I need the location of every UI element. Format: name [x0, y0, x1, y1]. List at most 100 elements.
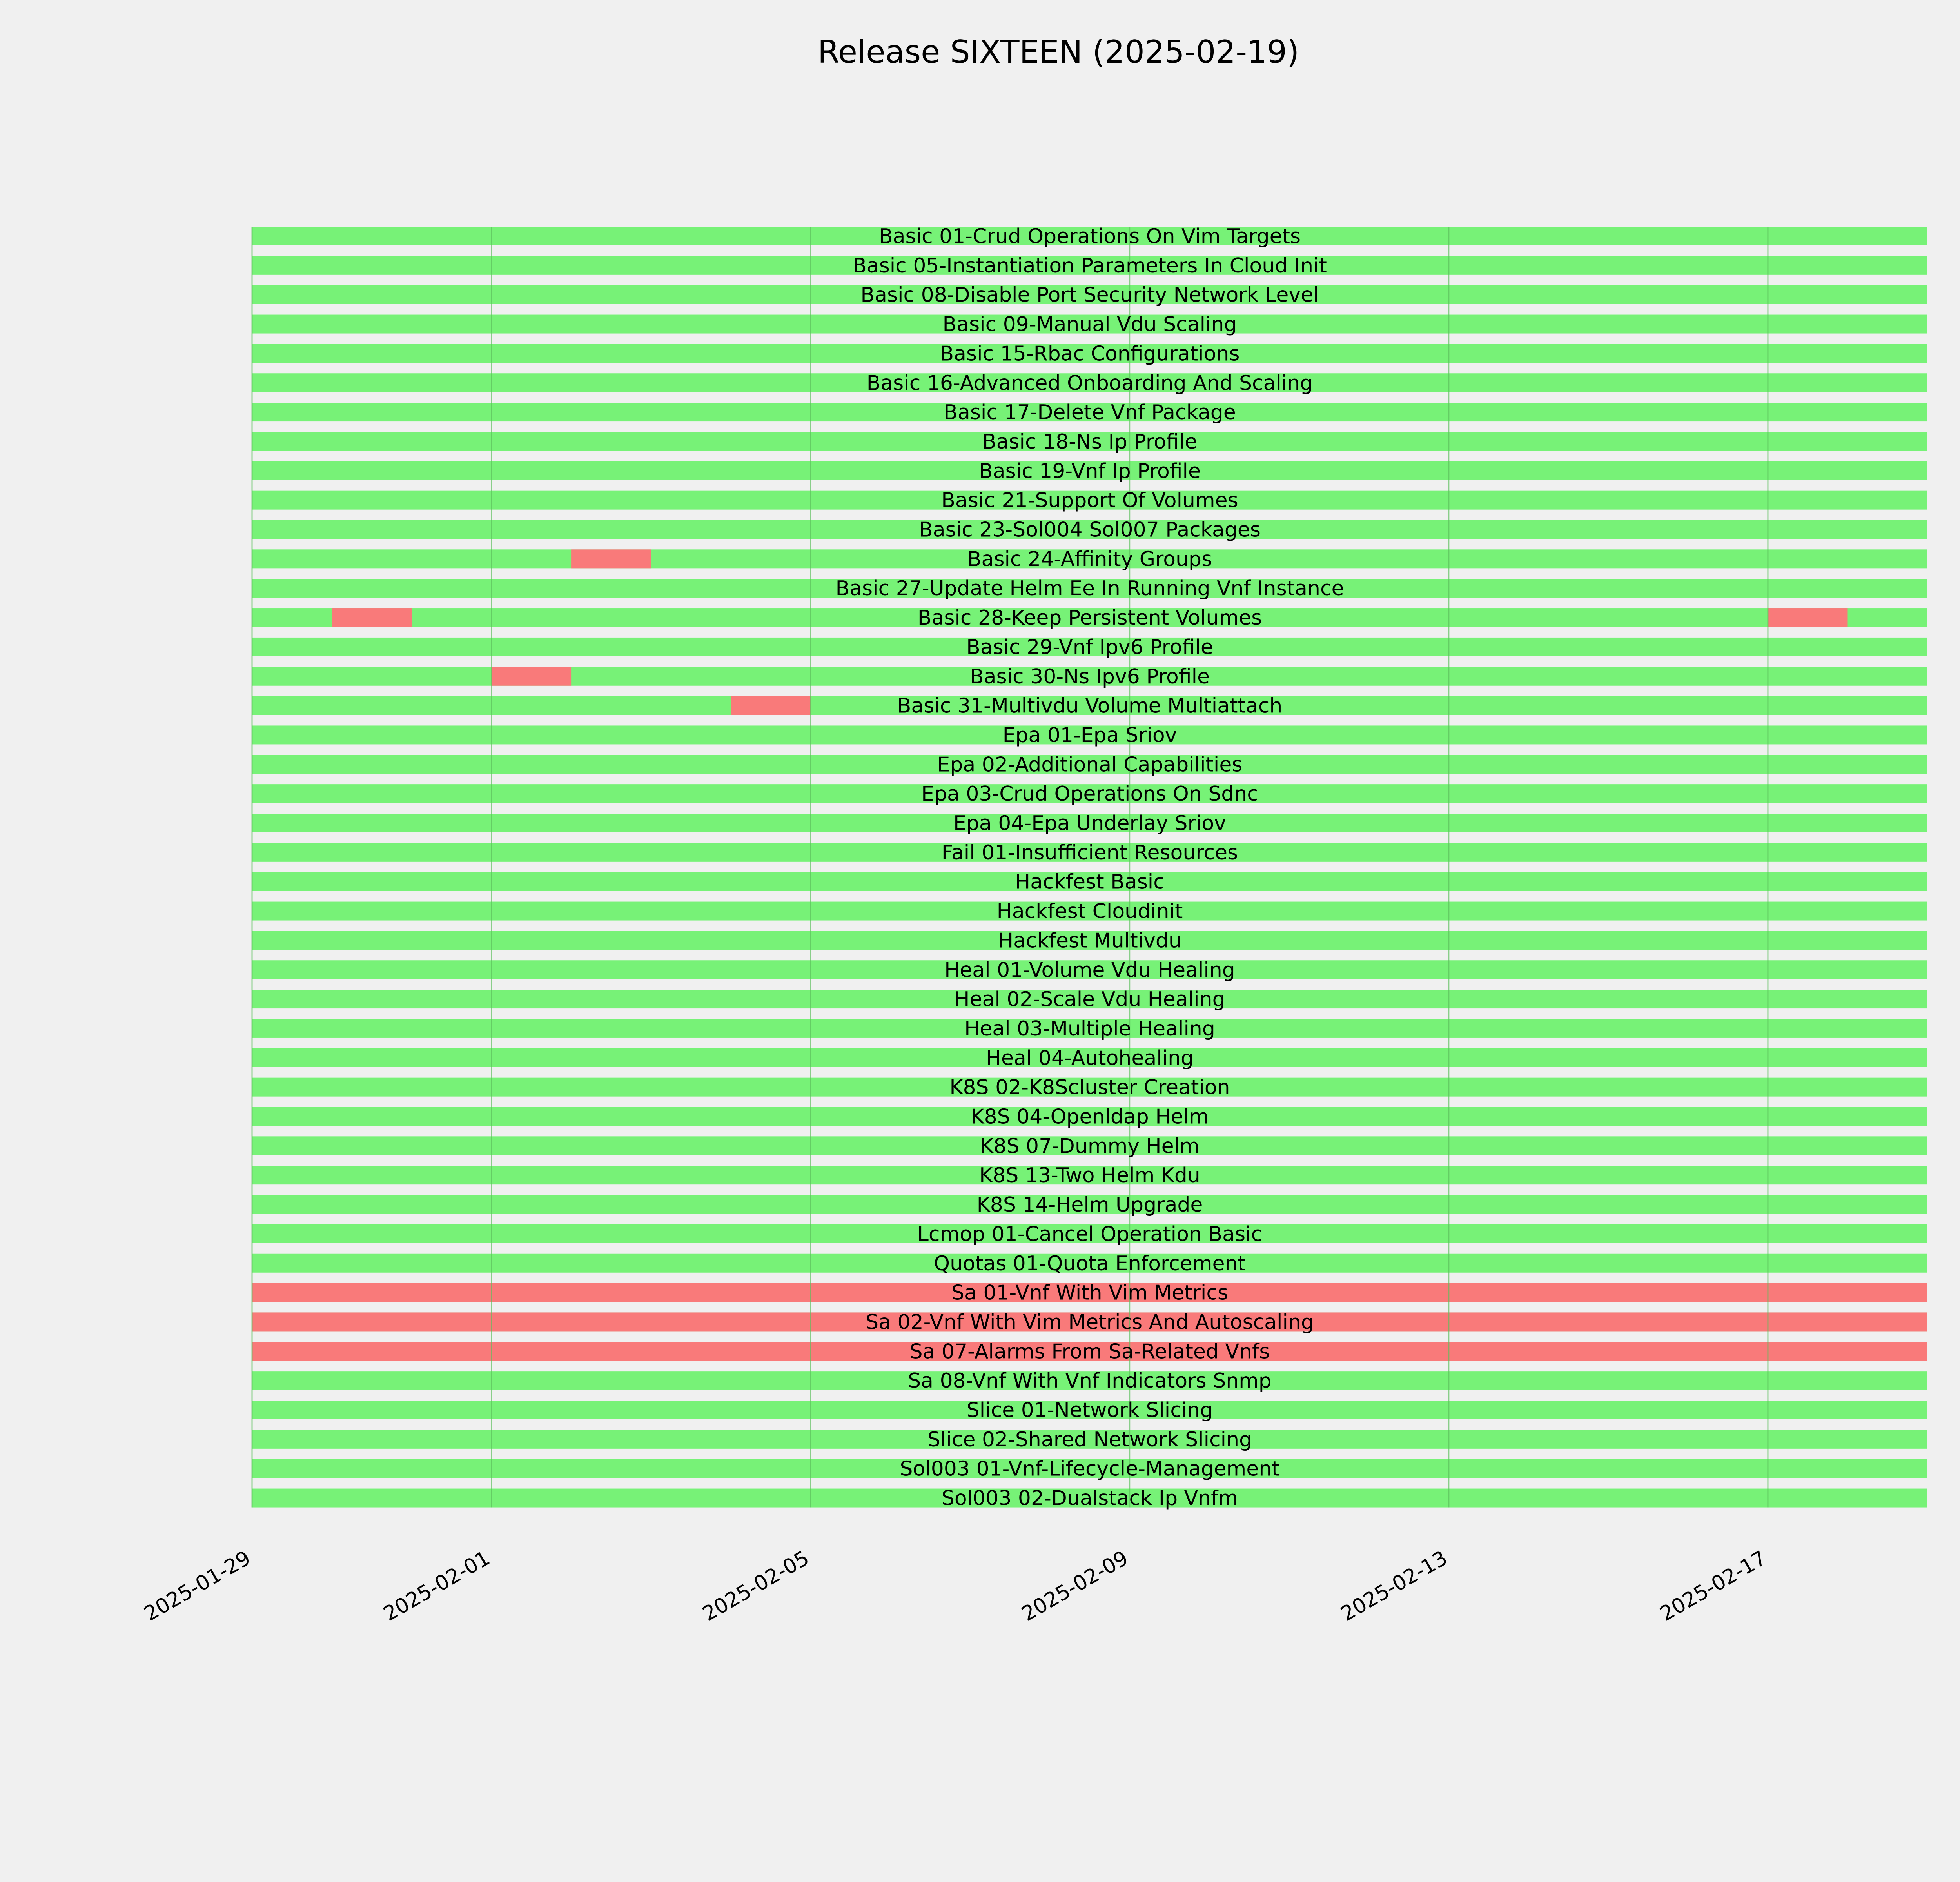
row-bar-pass — [252, 1077, 1927, 1097]
row-bar-fail — [252, 1283, 1927, 1302]
row-bar-pass — [252, 1401, 1927, 1419]
row-bar-pass — [252, 1253, 1927, 1273]
row-label: Hackfest Multivdu — [998, 929, 1181, 952]
row-label: Basic 23-Sol004 Sol007 Packages — [919, 518, 1261, 542]
row-bar-pass — [252, 432, 1927, 451]
row-bar-pass — [252, 872, 1927, 891]
row-label: K8S 02-K8Scluster Creation — [949, 1076, 1230, 1099]
row-bar-pass — [252, 285, 1927, 304]
row-label: Hackfest Cloudinit — [997, 900, 1183, 923]
row-bar-pass — [252, 344, 1927, 363]
row-label: Sa 01-Vnf With Vim Metrics — [951, 1281, 1228, 1305]
row-label: Basic 09-Manual Vdu Scaling — [942, 313, 1237, 336]
row-bar-pass — [252, 1048, 1927, 1067]
row-label: Basic 01-Crud Operations On Vim Targets — [879, 225, 1301, 248]
row-bar-fail — [1768, 608, 1848, 627]
row-bar-pass — [252, 490, 1927, 510]
row-bar-pass — [252, 1107, 1927, 1126]
row-label: Basic 18-Ns Ip Profile — [982, 430, 1197, 454]
chart-title: Release SIXTEEN (2025-02-19) — [818, 34, 1299, 70]
row-label: Basic 17-Delete Vnf Package — [944, 401, 1236, 424]
row-bar-pass — [252, 931, 1927, 950]
row-label: K8S 13-Two Helm Kdu — [979, 1164, 1200, 1187]
x-tick-label: 2025-02-01 — [379, 1546, 494, 1626]
x-tick-label: 2025-02-13 — [1337, 1546, 1452, 1626]
row-bar-pass — [252, 1459, 1927, 1478]
row-label: Basic 16-Advanced Onboarding And Scaling — [867, 371, 1313, 395]
row-bar-fail — [731, 696, 811, 715]
x-tick-label: 2025-02-17 — [1656, 1546, 1771, 1626]
row-label: Epa 04-Epa Underlay Sriov — [953, 812, 1226, 835]
row-bar-fail — [332, 608, 412, 627]
row-bar-pass — [252, 960, 1927, 979]
row-bar-pass — [252, 579, 1927, 598]
row-bar-pass — [252, 256, 1927, 275]
x-axis-ticks: 2025-01-29 2025-02-01 2025-02-05 2025-02-09… — [140, 1546, 1771, 1626]
row-bar-pass — [252, 373, 1927, 392]
row-bar-fail — [491, 667, 572, 686]
row-label: Sol003 02-Dualstack Ip Vnfm — [942, 1487, 1238, 1510]
row-bar-pass — [252, 1136, 1927, 1155]
row-bar-pass — [252, 403, 1927, 422]
row-bar-fail — [252, 1342, 1927, 1361]
row-label: Sa 02-Vnf With Vim Metrics And Autoscali… — [866, 1310, 1314, 1334]
row-bar-pass — [252, 901, 1927, 921]
row-label: Basic 29-Vnf Ipv6 Profile — [966, 636, 1213, 659]
row-label: Heal 01-Volume Vdu Healing — [944, 958, 1235, 982]
row-label: Sa 08-Vnf With Vnf Indicators Snmp — [908, 1369, 1272, 1393]
row-bar-pass — [252, 461, 1927, 480]
row-label: Epa 01-Epa Sriov — [1003, 723, 1177, 747]
row-bar-pass — [252, 1195, 1927, 1214]
gridlines — [251, 227, 1769, 1508]
x-tick-label: 2025-02-09 — [1018, 1546, 1132, 1626]
row-label: Basic 24-Affinity Groups — [967, 547, 1212, 571]
row-label: Sol003 01-Vnf-Lifecycle-Management — [900, 1457, 1279, 1481]
row-bar-pass — [252, 990, 1927, 1009]
row-label: Basic 19-Vnf Ip Profile — [979, 460, 1201, 483]
row-labels: Basic 01-Crud Operations On Vim Targets B… — [835, 225, 1344, 1510]
row-bar-pass — [252, 784, 1927, 803]
row-bar-pass — [252, 755, 1927, 774]
row-label: Heal 02-Scale Vdu Healing — [954, 988, 1225, 1011]
row-label: Heal 04-Autohealing — [986, 1046, 1194, 1070]
row-label: Basic 28-Keep Persistent Volumes — [918, 606, 1262, 630]
row-label: K8S 07-Dummy Helm — [980, 1134, 1199, 1158]
row-bar-pass — [252, 520, 1927, 539]
row-bar-fail — [571, 549, 651, 569]
row-label: Basic 05-Instantiation Parameters In Clo… — [853, 254, 1327, 278]
row-label: Basic 21-Support Of Volumes — [941, 489, 1238, 512]
row-bar-pass — [252, 314, 1927, 334]
timeline-rows — [252, 227, 1927, 1508]
row-label: Basic 15-Rbac Configurations — [940, 342, 1240, 365]
row-label: Epa 03-Crud Operations On Sdnc — [921, 782, 1258, 806]
row-label: Basic 31-Multivdu Volume Multiattach — [897, 694, 1283, 718]
row-bar-pass — [252, 608, 1927, 627]
row-label: Basic 30-Ns Ipv6 Profile — [970, 665, 1210, 688]
x-tick-label: 2025-01-29 — [140, 1546, 255, 1626]
row-label: Hackfest Basic — [1015, 870, 1165, 894]
row-label: Slice 01-Network Slicing — [967, 1399, 1213, 1422]
row-bar-pass — [252, 1371, 1927, 1390]
row-bar-fail — [252, 1312, 1927, 1332]
row-bar-pass — [252, 696, 1927, 715]
row-bar-pass — [252, 725, 1927, 745]
row-label: K8S 14-Helm Upgrade — [977, 1193, 1203, 1217]
row-bar-pass — [252, 549, 1927, 569]
row-label: Quotas 01-Quota Enforcement — [934, 1252, 1246, 1275]
row-bar-pass — [252, 227, 1927, 245]
row-bar-pass — [252, 1430, 1927, 1449]
row-label: K8S 04-Openldap Helm — [971, 1105, 1209, 1129]
row-bar-pass — [252, 637, 1927, 656]
row-label: Epa 02-Additional Capabilities — [937, 753, 1243, 776]
row-bar-pass — [252, 814, 1927, 832]
row-label: Fail 01-Insufficient Resources — [942, 841, 1238, 865]
row-bar-pass — [252, 1488, 1927, 1508]
row-label: Sa 07-Alarms From Sa-Related Vnfs — [910, 1340, 1270, 1363]
row-label: Lcmop 01-Cancel Operation Basic — [917, 1223, 1262, 1246]
row-bar-pass — [252, 1019, 1927, 1038]
row-label: Slice 02-Shared Network Slicing — [927, 1428, 1252, 1451]
row-bar-pass — [252, 1224, 1927, 1243]
row-bar-pass — [252, 1166, 1927, 1185]
row-label: Heal 03-Multiple Healing — [964, 1017, 1215, 1041]
